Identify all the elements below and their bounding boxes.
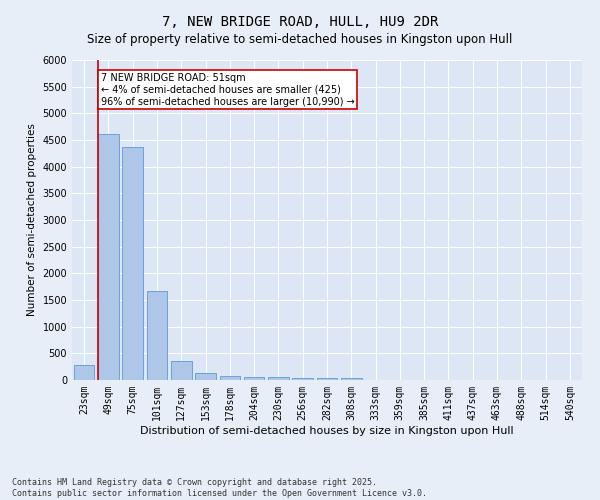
Text: 7, NEW BRIDGE ROAD, HULL, HU9 2DR: 7, NEW BRIDGE ROAD, HULL, HU9 2DR bbox=[162, 15, 438, 29]
Bar bbox=[74, 364, 94, 380]
Bar bbox=[268, 377, 289, 380]
Bar bbox=[146, 292, 167, 380]
Bar bbox=[292, 378, 313, 380]
Y-axis label: Number of semi-detached properties: Number of semi-detached properties bbox=[27, 124, 37, 316]
Bar bbox=[195, 373, 216, 380]
X-axis label: Distribution of semi-detached houses by size in Kingston upon Hull: Distribution of semi-detached houses by … bbox=[140, 426, 514, 436]
Text: 7 NEW BRIDGE ROAD: 51sqm
← 4% of semi-detached houses are smaller (425)
96% of s: 7 NEW BRIDGE ROAD: 51sqm ← 4% of semi-de… bbox=[101, 74, 354, 106]
Bar bbox=[98, 134, 119, 380]
Text: Size of property relative to semi-detached houses in Kingston upon Hull: Size of property relative to semi-detach… bbox=[88, 32, 512, 46]
Bar bbox=[171, 362, 191, 380]
Text: Contains HM Land Registry data © Crown copyright and database right 2025.
Contai: Contains HM Land Registry data © Crown c… bbox=[12, 478, 427, 498]
Bar bbox=[341, 378, 362, 380]
Bar bbox=[244, 376, 265, 380]
Bar bbox=[122, 148, 143, 380]
Bar bbox=[317, 378, 337, 380]
Bar bbox=[220, 376, 240, 380]
